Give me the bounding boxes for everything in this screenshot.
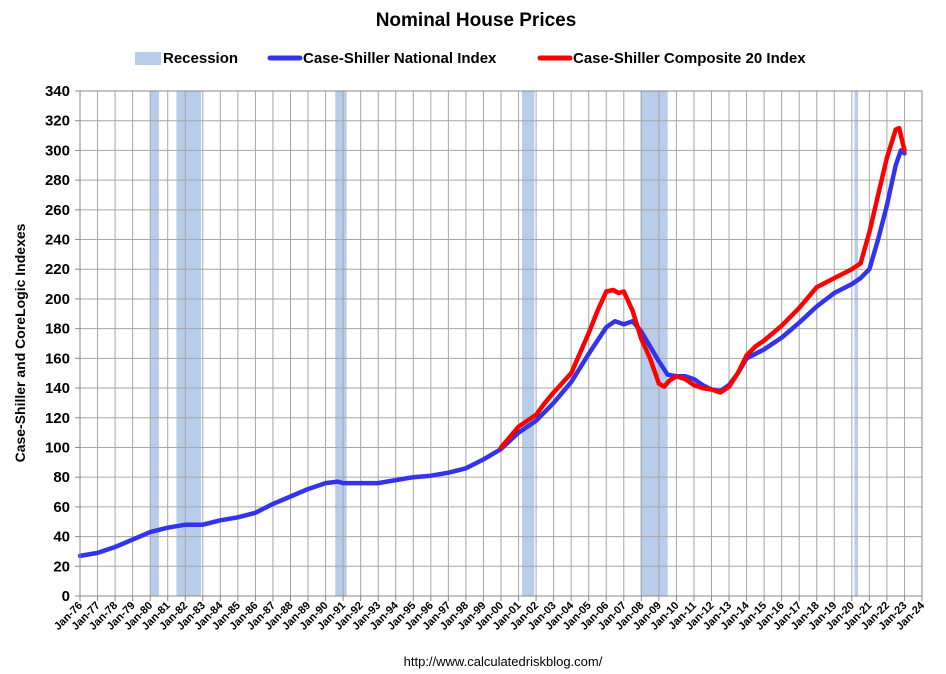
y-tick-label: 200 xyxy=(45,291,70,308)
legend-label: Case-Shiller Composite 20 Index xyxy=(573,50,806,67)
recession-band xyxy=(150,91,159,596)
y-tick-label: 160 xyxy=(45,350,70,367)
series-line-case-shiller-national-index xyxy=(77,148,907,559)
recession-bands xyxy=(150,91,858,596)
legend-label: Recession xyxy=(163,50,238,67)
legend-swatch-recession xyxy=(135,52,161,65)
y-tick-label: 240 xyxy=(45,232,70,249)
y-tick-label: 60 xyxy=(53,499,70,516)
source-url: http://www.calculatedriskblog.com/ xyxy=(404,654,603,669)
legend: Recession Case-Shiller National Index Case… xyxy=(135,50,806,67)
series-lines xyxy=(77,125,907,559)
y-tick-label: 280 xyxy=(45,172,70,189)
y-tick-label: 0 xyxy=(62,588,70,605)
y-tick-label: 120 xyxy=(45,410,70,427)
y-tick-label: 320 xyxy=(45,113,70,130)
recession-band xyxy=(522,91,535,596)
y-tick-label: 20 xyxy=(53,558,70,575)
y-tick-label: 220 xyxy=(45,261,70,278)
y-tick-label: 80 xyxy=(53,469,70,486)
recession-band xyxy=(854,91,858,596)
y-tick-label: 340 xyxy=(45,83,70,100)
recession-band xyxy=(335,91,347,596)
axes: 0 20 40 60 80 100 120 140 160 180 200 220 240 260 280 3… xyxy=(45,83,928,633)
y-tick-label: 140 xyxy=(45,380,70,397)
y-tick-label: 100 xyxy=(45,439,70,456)
y-tick-label: 300 xyxy=(45,142,70,159)
y-tick-label: 260 xyxy=(45,202,70,219)
y-axis-label: Case-Shiller and CoreLogic Indexes xyxy=(12,223,28,462)
recession-band xyxy=(176,91,202,596)
series-line-case-shiller-composite-20-index xyxy=(498,125,907,450)
legend-label: Case-Shiller National Index xyxy=(303,50,497,67)
y-tick-label: 40 xyxy=(53,529,70,546)
y-tick-label: 180 xyxy=(45,321,70,338)
chart-title: Nominal House Prices xyxy=(376,10,577,31)
